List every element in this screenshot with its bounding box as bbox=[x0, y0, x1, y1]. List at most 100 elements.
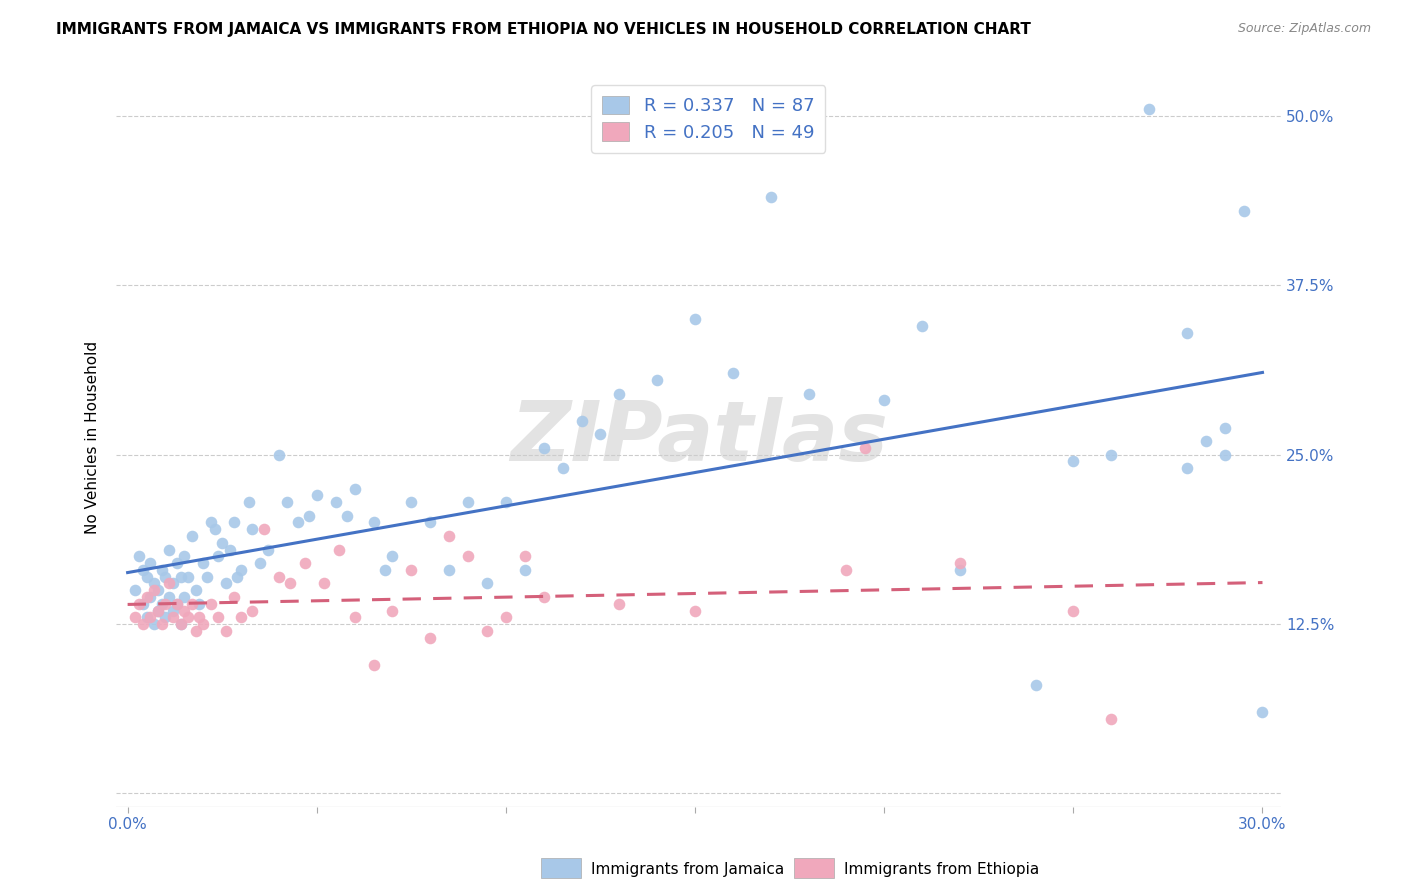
Point bbox=[173, 590, 195, 604]
Point bbox=[336, 508, 359, 523]
Point bbox=[150, 597, 173, 611]
Point bbox=[1213, 448, 1236, 462]
Point bbox=[343, 482, 366, 496]
Point bbox=[419, 631, 441, 645]
Point bbox=[135, 569, 157, 583]
Text: ZIPatlas: ZIPatlas bbox=[510, 397, 887, 478]
Point bbox=[645, 373, 668, 387]
Point bbox=[419, 516, 441, 530]
Point bbox=[513, 563, 536, 577]
Point bbox=[873, 393, 896, 408]
Point bbox=[589, 427, 612, 442]
Point bbox=[215, 576, 238, 591]
Point bbox=[204, 522, 226, 536]
Point bbox=[146, 603, 169, 617]
Point bbox=[135, 590, 157, 604]
Text: Immigrants from Ethiopia: Immigrants from Ethiopia bbox=[844, 863, 1039, 877]
Point bbox=[222, 516, 245, 530]
Point bbox=[155, 569, 177, 583]
Point bbox=[267, 569, 290, 583]
Point bbox=[571, 414, 593, 428]
Y-axis label: No Vehicles in Household: No Vehicles in Household bbox=[86, 341, 100, 534]
Point bbox=[150, 563, 173, 577]
Point bbox=[215, 624, 238, 638]
Point bbox=[343, 610, 366, 624]
Point bbox=[533, 590, 555, 604]
Point bbox=[177, 569, 200, 583]
Point bbox=[181, 529, 204, 543]
Point bbox=[188, 610, 211, 624]
Point bbox=[169, 617, 191, 632]
Point bbox=[211, 535, 233, 549]
Point bbox=[132, 597, 155, 611]
Point bbox=[207, 610, 229, 624]
Point bbox=[267, 448, 290, 462]
Point bbox=[173, 603, 195, 617]
Point bbox=[139, 590, 162, 604]
Point bbox=[759, 190, 782, 204]
Point bbox=[314, 576, 336, 591]
Point bbox=[911, 318, 934, 333]
Point bbox=[184, 624, 207, 638]
Point bbox=[229, 563, 252, 577]
Point bbox=[1062, 603, 1084, 617]
Point bbox=[139, 610, 162, 624]
Point bbox=[177, 610, 200, 624]
Point bbox=[124, 583, 146, 598]
Point bbox=[184, 583, 207, 598]
Point bbox=[132, 563, 155, 577]
Point bbox=[1024, 678, 1046, 692]
Point bbox=[381, 603, 404, 617]
Point bbox=[249, 556, 271, 570]
Point bbox=[1099, 712, 1122, 726]
Point bbox=[437, 563, 460, 577]
Text: Immigrants from Jamaica: Immigrants from Jamaica bbox=[591, 863, 783, 877]
Point bbox=[325, 495, 347, 509]
Point bbox=[513, 549, 536, 564]
Point bbox=[278, 576, 301, 591]
Point bbox=[124, 610, 146, 624]
Point bbox=[1195, 434, 1218, 449]
Point bbox=[1213, 420, 1236, 434]
Point bbox=[401, 563, 423, 577]
Point bbox=[222, 590, 245, 604]
Point bbox=[242, 603, 264, 617]
Point bbox=[1232, 203, 1254, 218]
Point bbox=[128, 549, 150, 564]
Point bbox=[139, 556, 162, 570]
Point bbox=[797, 386, 820, 401]
Point bbox=[721, 367, 744, 381]
Point bbox=[949, 556, 972, 570]
Point bbox=[143, 576, 166, 591]
Point bbox=[1175, 461, 1198, 475]
Point bbox=[150, 617, 173, 632]
Point bbox=[169, 617, 191, 632]
Point bbox=[305, 488, 328, 502]
Point bbox=[162, 610, 184, 624]
Point bbox=[238, 495, 260, 509]
Point bbox=[193, 617, 215, 632]
Point bbox=[143, 583, 166, 598]
Point bbox=[200, 597, 222, 611]
Point bbox=[298, 508, 321, 523]
Point bbox=[155, 610, 177, 624]
Point bbox=[169, 569, 191, 583]
Point bbox=[495, 610, 517, 624]
Point bbox=[157, 576, 180, 591]
Point bbox=[195, 569, 218, 583]
Point bbox=[437, 529, 460, 543]
Point bbox=[188, 597, 211, 611]
Point bbox=[146, 583, 169, 598]
Point bbox=[401, 495, 423, 509]
Point bbox=[181, 597, 204, 611]
Point bbox=[374, 563, 396, 577]
Point bbox=[173, 549, 195, 564]
Point bbox=[1137, 102, 1160, 116]
Point bbox=[949, 563, 972, 577]
Point bbox=[1099, 448, 1122, 462]
Point bbox=[193, 556, 215, 570]
Point bbox=[157, 590, 180, 604]
Point bbox=[853, 441, 876, 455]
Point bbox=[475, 576, 498, 591]
Point bbox=[135, 610, 157, 624]
